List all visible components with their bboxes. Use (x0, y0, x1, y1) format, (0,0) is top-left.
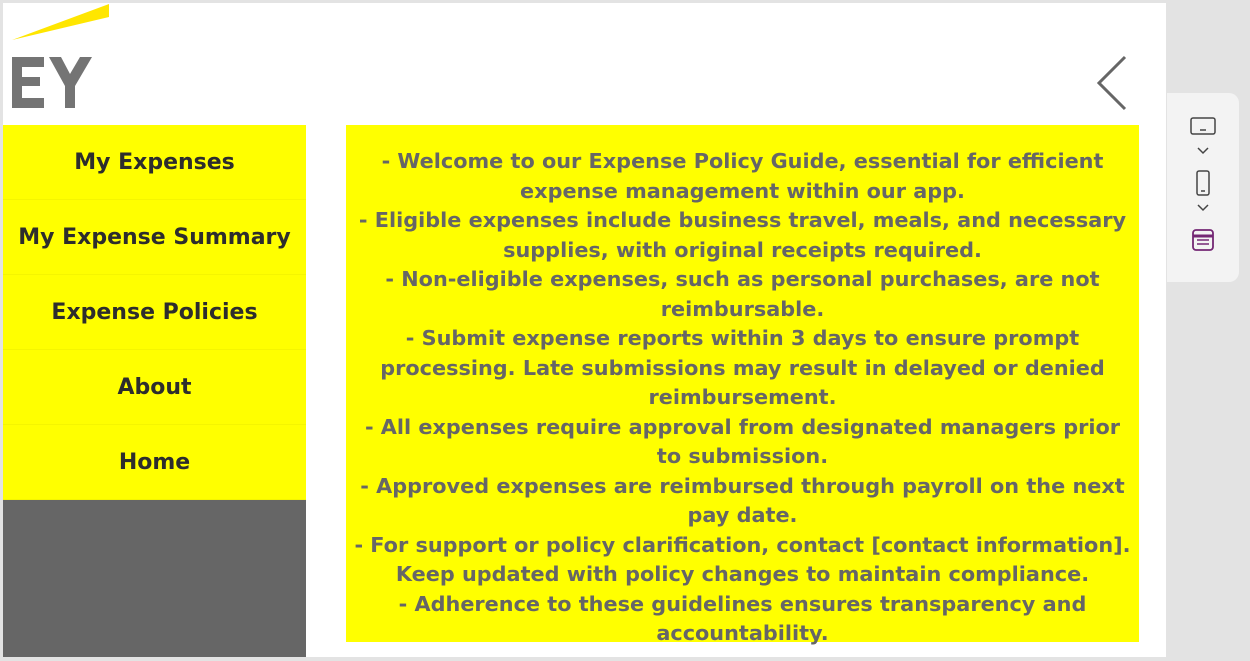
chevron-down-icon (1197, 204, 1209, 212)
nav-item-label: Home (118, 449, 191, 475)
phone-icon (1196, 170, 1210, 196)
back-button[interactable] (1093, 55, 1133, 111)
nav-item-expense-policies[interactable]: Expense Policies (3, 275, 306, 350)
nav-item-label: Expense Policies (51, 299, 258, 325)
tablet-options-button[interactable] (1167, 143, 1239, 159)
app-settings-button[interactable] (1167, 227, 1239, 253)
chevron-down-icon (1197, 147, 1209, 155)
nav-item-my-expense-summary[interactable]: My Expense Summary (3, 200, 306, 275)
nav-item-label: My Expense Summary (18, 224, 291, 250)
chevron-left-icon (1096, 55, 1127, 111)
device-toolbar (1167, 93, 1239, 282)
nav-item-my-expenses[interactable]: My Expenses (3, 125, 306, 200)
nav-item-label: About (117, 374, 192, 400)
phone-view-button[interactable] (1167, 169, 1239, 197)
policy-text: - Welcome to our Expense Policy Guide, e… (354, 149, 1131, 645)
app-screen: My Expenses My Expense Summary Expense P… (3, 3, 1166, 657)
policy-panel: - Welcome to our Expense Policy Guide, e… (346, 125, 1139, 645)
nav-menu: My Expenses My Expense Summary Expense P… (3, 125, 306, 657)
tablet-landscape-icon (1190, 117, 1216, 135)
nav-item-about[interactable]: About (3, 350, 306, 425)
app-settings-icon (1192, 229, 1214, 251)
nav-item-label: My Expenses (74, 149, 235, 175)
phone-options-button[interactable] (1167, 200, 1239, 216)
nav-item-home[interactable]: Home (3, 425, 306, 500)
tablet-view-button[interactable] (1167, 113, 1239, 139)
ey-logo (12, 4, 109, 108)
